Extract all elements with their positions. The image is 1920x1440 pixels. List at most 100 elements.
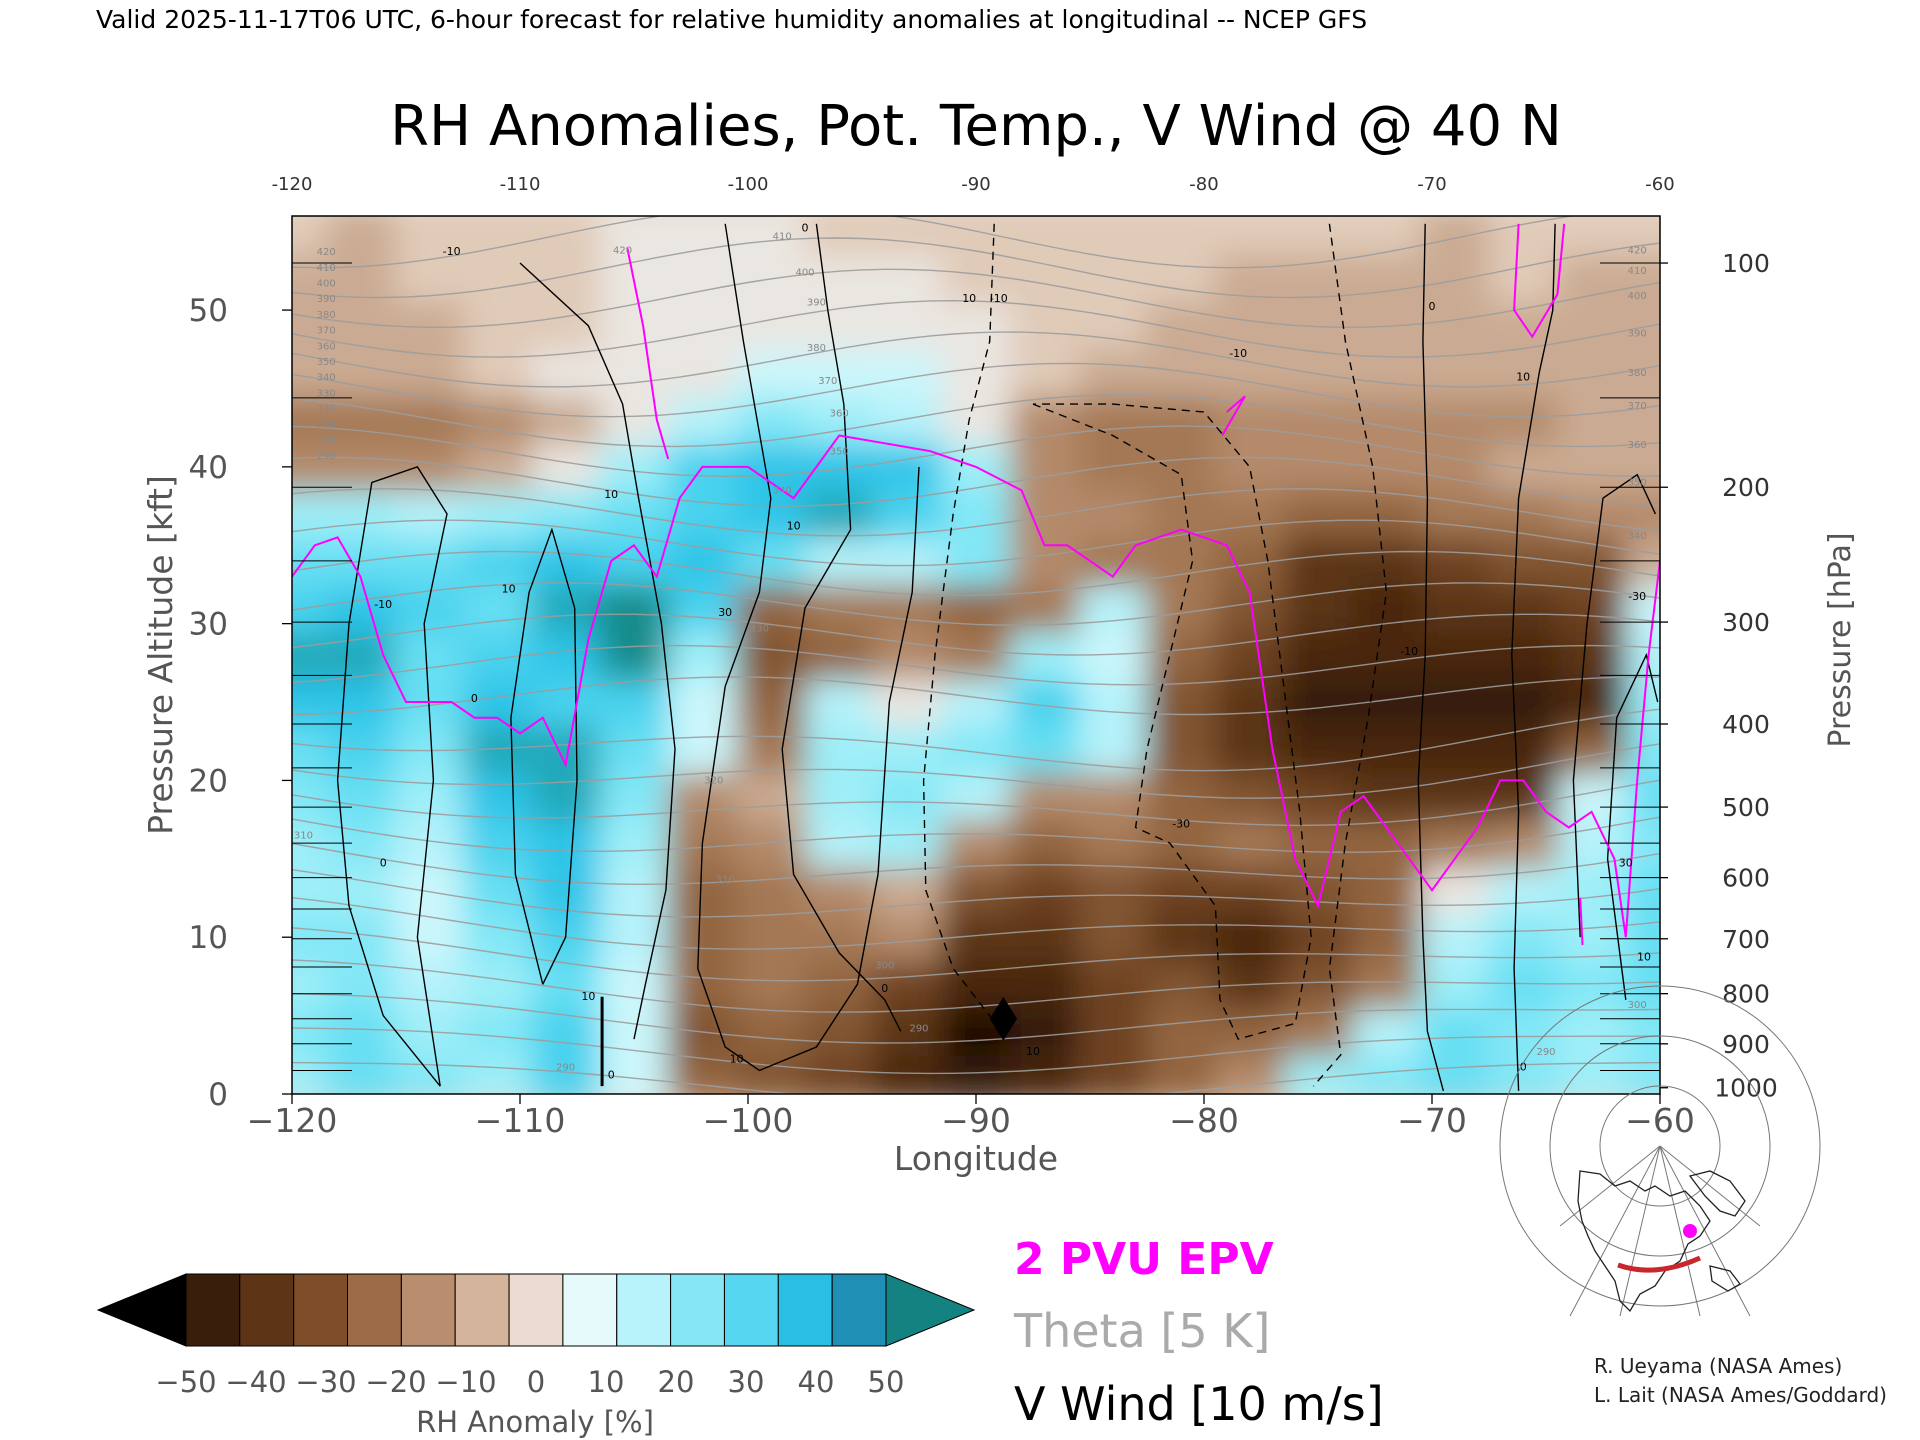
pressure-tick-label: 600 [1722,864,1770,893]
rh-cell [1557,1007,1627,1056]
rh-cell [1010,302,1080,351]
theta-contour [292,779,1660,827]
rh-cell [599,396,670,445]
rh-cell [736,1054,806,1094]
rh-cell [873,302,943,351]
rh-cell [599,349,670,398]
top-tick-label: -70 [1417,174,1446,195]
rh-cell [1283,490,1354,539]
rh-cell [1283,725,1354,774]
theta-label: 340 [1628,531,1647,542]
rh-cell [326,678,396,727]
rh-cell [1489,302,1559,351]
v-wind-label: -10 [1400,645,1418,658]
v-wind-contour-positive [336,466,448,1087]
rh-cell [1215,490,1285,539]
theta-contour [292,842,1660,886]
theta-contour [292,743,1660,799]
v-wind-contour-positive [1417,223,1445,1092]
theta-label: 310 [716,874,735,885]
rh-cell [1283,537,1354,586]
colorbar-tick-label: −30 [295,1365,356,1399]
x-tick-label: −60 [1625,1101,1695,1140]
rh-cell [1147,866,1217,915]
rh-cell [1489,866,1559,915]
top-tick-label: -110 [500,174,541,195]
rh-cell [1078,866,1148,915]
epv-2pvu-fragment [1579,897,1584,946]
rh-cell [531,631,601,680]
colorbar-ticks: −50 −40 −30 −20 −10 0 10 20 30 40 50 [155,1365,904,1399]
theta-label: 360 [317,341,336,352]
rh-cell [1215,1054,1285,1094]
rh-cell [1010,443,1080,492]
colorbar-high-extension [885,1273,976,1347]
rh-cell [668,866,738,915]
theta-contours [292,216,1660,1094]
pressure-gridlines [292,262,1660,1071]
rh-cell [805,490,875,539]
rh-cell [531,349,601,398]
theta-label: 310 [317,420,336,431]
v-wind-contour-negative [1312,223,1388,1087]
rh-cell [531,443,601,492]
v-wind-contour-negative [1032,403,1312,1040]
rh-cell [1147,1007,1217,1056]
rh-cell [1147,631,1217,680]
y-tick-label: 10 [189,920,228,956]
rh-cell [941,819,1012,868]
top-tick-label: -60 [1645,174,1674,195]
theta-contour [292,237,1660,299]
rh-cell [873,443,943,492]
rh-cell [1147,725,1217,774]
rh-cell [531,216,601,257]
theta-contour [292,268,1660,329]
rh-cell [1010,490,1080,539]
v-wind-label: 0 [881,982,888,995]
rh-cell [531,396,601,445]
rh-cell [736,725,806,774]
rh-cell [1489,913,1559,962]
rh-cell [1420,678,1490,727]
v-wind-contour-positive [510,527,578,985]
rh-cell [599,866,670,915]
rh-cell [1078,678,1148,727]
theta-label: 330 [750,624,769,635]
theta-contour [292,1027,1660,1075]
rh-cell [1078,819,1148,868]
theta-contour [292,488,1660,537]
rh-cell [1489,725,1559,774]
theta-label: 360 [830,409,849,420]
rh-cell [292,960,328,1009]
rh-cell [1283,396,1354,445]
colorbar-tick-label: 50 [868,1365,905,1399]
theta-label: 340 [773,486,792,497]
theta-contour [292,959,1660,1013]
rh-cell [531,255,601,304]
rh-cell [1078,216,1148,257]
colorbar-cell [347,1273,402,1347]
rh-cell [1420,537,1490,586]
rh-cell [1283,584,1354,633]
rh-cell [599,819,670,868]
rh-cell [463,396,533,445]
theta-label: 300 [1628,1000,1647,1011]
rh-cell [1352,396,1422,445]
rh-cell [599,631,670,680]
pressure-tick-label: 500 [1722,793,1770,822]
rh-cell [599,216,670,257]
rh-cell [1625,302,1660,351]
rh-cell [668,396,738,445]
colorbar-tick-label: −40 [225,1365,286,1399]
x-tick-label: −80 [1169,1101,1239,1140]
theta-label: 390 [807,297,826,308]
rh-cell [873,396,943,445]
rh-cell [668,631,738,680]
colorbar-cell [185,1273,241,1347]
theta-label: 350 [317,357,336,368]
rh-cell [326,584,396,633]
theta-label: 360 [1628,440,1647,451]
rh-cell [736,537,806,586]
theta-label: 340 [317,373,336,384]
rh-cell [326,443,396,492]
